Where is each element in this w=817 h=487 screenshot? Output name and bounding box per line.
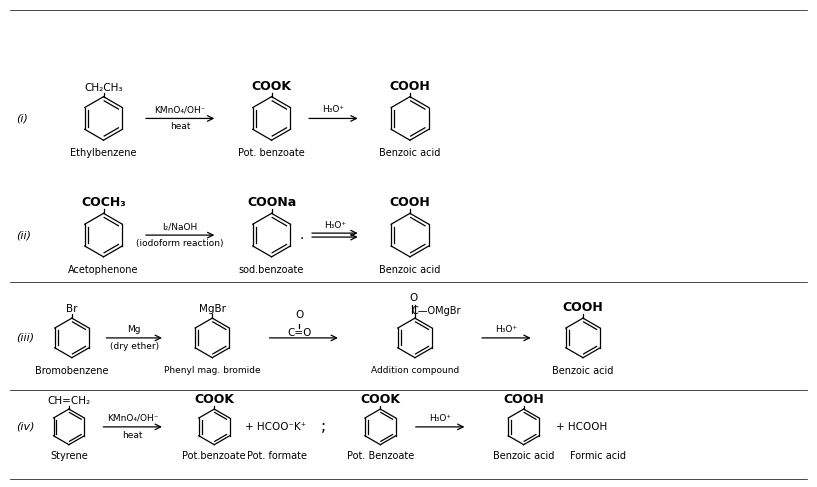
Text: KMnO₄/OH⁻: KMnO₄/OH⁻	[154, 106, 206, 114]
Text: Bromobenzene: Bromobenzene	[35, 366, 109, 375]
Text: + HCOOH: + HCOOH	[556, 422, 608, 432]
Text: + HCOO⁻K⁺: + HCOO⁻K⁺	[245, 422, 306, 432]
Text: Benzoic acid: Benzoic acid	[379, 148, 440, 158]
Text: Styrene: Styrene	[50, 450, 87, 461]
Text: (iv): (iv)	[16, 422, 35, 432]
Text: COOH: COOH	[390, 196, 431, 209]
Text: H₃O⁺: H₃O⁺	[322, 106, 345, 114]
Text: O: O	[410, 293, 418, 303]
Text: Pot.benzoate: Pot.benzoate	[182, 450, 246, 461]
Text: COOH: COOH	[503, 393, 544, 406]
Text: Phenyl mag. bromide: Phenyl mag. bromide	[164, 366, 261, 375]
Text: heat: heat	[123, 431, 143, 440]
Text: Br: Br	[66, 304, 78, 314]
Text: H₃O⁺: H₃O⁺	[495, 325, 517, 334]
Text: Ethylbenzene: Ethylbenzene	[70, 148, 136, 158]
Text: Benzoic acid: Benzoic acid	[379, 265, 440, 275]
Text: CH₂CH₃: CH₂CH₃	[84, 83, 123, 93]
Text: ;: ;	[320, 419, 325, 434]
Text: MgBr: MgBr	[199, 304, 225, 314]
Text: .: .	[299, 228, 304, 242]
Text: COONa: COONa	[247, 196, 297, 209]
Text: I₂/NaOH: I₂/NaOH	[163, 222, 198, 231]
Text: (dry ether): (dry ether)	[109, 342, 158, 351]
Text: COOK: COOK	[252, 80, 292, 93]
Text: COOK: COOK	[360, 393, 400, 406]
Text: sod.benzoate: sod.benzoate	[239, 265, 304, 275]
Text: heat: heat	[170, 122, 190, 131]
Text: H₃O⁺: H₃O⁺	[324, 221, 346, 230]
Text: (i): (i)	[16, 113, 29, 123]
Text: COOK: COOK	[194, 393, 234, 406]
Text: Pot. formate: Pot. formate	[247, 450, 306, 461]
Text: Pot. Benzoate: Pot. Benzoate	[346, 450, 414, 461]
Text: (ii): (ii)	[16, 230, 32, 240]
Text: Formic acid: Formic acid	[569, 450, 626, 461]
Text: Benzoic acid: Benzoic acid	[552, 366, 614, 375]
Text: (iii): (iii)	[16, 333, 34, 343]
Text: (iodoform reaction): (iodoform reaction)	[136, 239, 224, 248]
Text: C—OMgBr: C—OMgBr	[412, 306, 462, 316]
Text: Pot. benzoate: Pot. benzoate	[239, 148, 305, 158]
Text: H₃O⁺: H₃O⁺	[429, 414, 451, 423]
Text: O: O	[295, 310, 303, 320]
Text: COOH: COOH	[390, 80, 431, 93]
Text: KMnO₄/OH⁻: KMnO₄/OH⁻	[107, 414, 158, 423]
Text: COCH₃: COCH₃	[81, 196, 126, 209]
Text: Addition compound: Addition compound	[371, 366, 459, 375]
Text: Acetophenone: Acetophenone	[69, 265, 139, 275]
Text: CH=CH₂: CH=CH₂	[47, 396, 91, 406]
Text: C=O: C=O	[287, 328, 311, 338]
Text: Mg: Mg	[127, 325, 141, 334]
Text: Benzoic acid: Benzoic acid	[493, 450, 555, 461]
Text: COOH: COOH	[563, 301, 604, 314]
